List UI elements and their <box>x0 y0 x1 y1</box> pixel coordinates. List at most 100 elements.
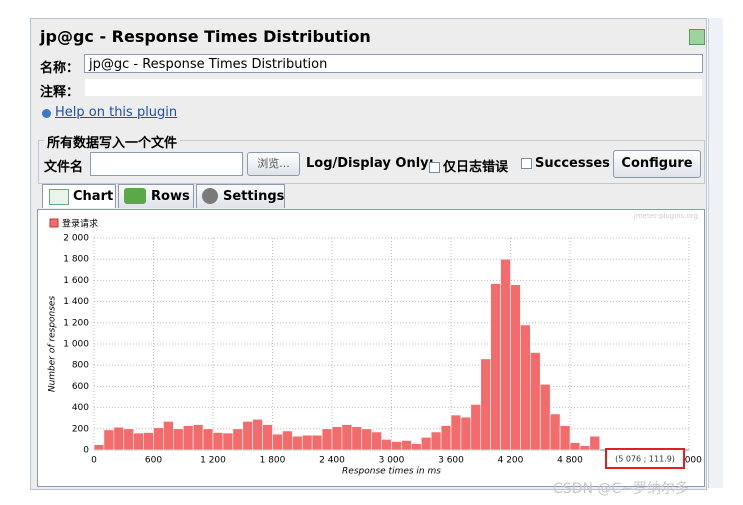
file-group <box>38 140 705 184</box>
y-tick-label: 1 200 <box>63 318 89 328</box>
x-tick-label: 4 200 <box>498 456 524 466</box>
bar <box>262 424 273 451</box>
legend-label: 登录请求 <box>62 218 98 230</box>
legend-swatch <box>49 218 59 228</box>
bar <box>113 426 125 451</box>
bar <box>232 428 244 451</box>
file-group-title: 所有数据写入一个文件 <box>44 132 181 151</box>
bar <box>133 432 144 451</box>
x-axis-label: Response times in ms <box>342 467 441 477</box>
x-tick-label: 3 600 <box>438 456 464 466</box>
bar <box>371 431 382 451</box>
name-label: 名称： <box>40 61 80 76</box>
bar <box>411 443 422 451</box>
settings-tab-icon <box>202 188 218 204</box>
log-display-label: Log/Display Only: <box>306 156 434 171</box>
bar <box>292 435 303 451</box>
bar <box>520 324 531 451</box>
bar <box>539 383 551 451</box>
bar <box>589 435 601 451</box>
x-tick-label: 3 000 <box>379 456 405 466</box>
successes-checkbox-label: Successes <box>535 156 610 171</box>
watermark: CSDN @C~罗纳尔多 <box>553 481 689 497</box>
x-tick-label: 4 800 <box>557 456 583 466</box>
bar <box>430 431 442 451</box>
bar <box>470 404 482 451</box>
x-tick-label: 1 200 <box>200 456 226 466</box>
rows-tab-icon <box>124 188 146 204</box>
bar <box>480 358 491 451</box>
panel-title: jp@gc - Response Times Distribution <box>40 27 371 46</box>
bar <box>569 442 581 451</box>
x-tick-label: 600 <box>145 456 162 466</box>
y-tick-label: 2 000 <box>63 234 89 244</box>
bar <box>182 425 194 451</box>
name-input[interactable]: jp@gc - Response Times Distribution <box>84 54 703 73</box>
bar <box>510 284 521 451</box>
bar <box>420 436 432 451</box>
bar <box>282 430 293 451</box>
y-tick-label: 200 <box>72 424 89 434</box>
bar <box>212 432 224 451</box>
chart-tab-icon <box>49 189 69 205</box>
y-tick-label: 1 400 <box>63 297 89 307</box>
bar <box>192 424 204 451</box>
x-tick-label: 1 800 <box>260 456 286 466</box>
help-link[interactable]: Help on this plugin <box>55 105 178 120</box>
y-tick-label: 400 <box>72 403 89 413</box>
bar <box>579 445 591 451</box>
bar <box>242 421 253 451</box>
x-tick-label: 0 <box>91 456 97 466</box>
browse-button[interactable]: 浏览... <box>247 152 300 176</box>
bar <box>381 439 392 451</box>
y-tick-label: 600 <box>72 382 89 392</box>
expand-icon[interactable] <box>689 29 705 45</box>
file-label: 文件名 <box>44 160 84 175</box>
x-tick-label: 6 000 <box>676 456 702 466</box>
scrollbar[interactable] <box>708 18 723 488</box>
bar <box>559 425 571 451</box>
bar <box>202 428 214 451</box>
y-tick-label: 0 <box>83 446 89 456</box>
x-tick-label: 2 400 <box>319 456 345 466</box>
bar <box>272 433 283 451</box>
errors-checkbox[interactable]: 仅日志错误 <box>429 156 508 175</box>
bar <box>163 421 174 451</box>
bar <box>321 428 333 451</box>
help-icon <box>42 109 51 118</box>
chart: jmeter-plugins.org 0 200 400 600 800 1 000 1 20… <box>37 209 705 487</box>
bar <box>460 416 472 451</box>
bar <box>173 428 184 451</box>
configure-button[interactable]: Configure <box>613 150 701 178</box>
bar <box>252 418 263 451</box>
bar <box>341 424 353 451</box>
bar <box>301 434 313 451</box>
bar <box>222 432 234 451</box>
bar <box>331 426 343 451</box>
y-axis-label: Number of responses <box>48 296 58 393</box>
y-tick-label: 800 <box>72 361 89 371</box>
bar <box>93 444 105 451</box>
comment-label: 注释： <box>40 85 80 100</box>
bar <box>391 441 402 451</box>
file-input[interactable] <box>90 152 243 176</box>
tooltip: (5 076 ; 111.9) <box>615 455 675 464</box>
bar <box>490 283 501 451</box>
bar <box>153 427 164 451</box>
bar <box>401 440 412 451</box>
chart-watermark: jmeter-plugins.org <box>633 212 698 220</box>
y-tick-label: 1 600 <box>63 276 89 286</box>
bar <box>351 426 363 451</box>
y-tick-label: 1 000 <box>63 340 89 350</box>
bar <box>450 414 462 451</box>
errors-checkbox-label: 仅日志错误 <box>443 160 509 175</box>
bar <box>500 258 511 451</box>
y-tick-label: 1 800 <box>63 255 89 265</box>
bar <box>311 434 323 451</box>
successes-checkbox[interactable]: Successes <box>521 156 610 171</box>
bar <box>123 428 134 451</box>
bar <box>549 413 561 451</box>
tooltip-box <box>605 448 685 469</box>
bar <box>103 429 115 451</box>
comment-input[interactable] <box>84 78 703 97</box>
